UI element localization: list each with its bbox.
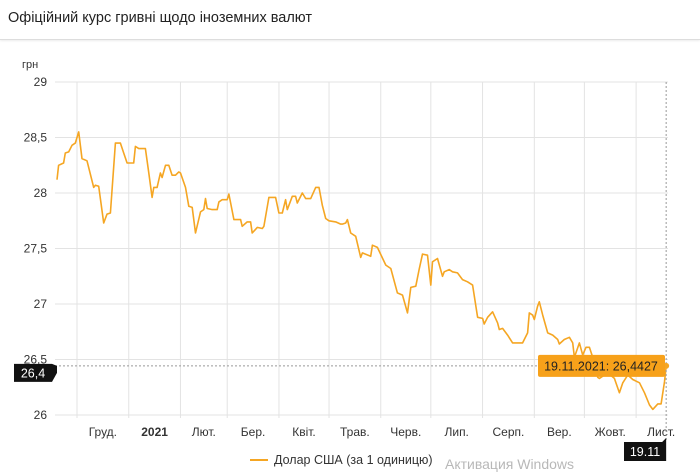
y-tick-label: 27 bbox=[34, 297, 48, 311]
x-tick-label: Трав. bbox=[340, 425, 370, 439]
legend-item-usd[interactable]: Долар США (за 1 одиницю) bbox=[250, 453, 433, 467]
crosshair-y-label: 26,4 bbox=[21, 366, 45, 380]
header: Офіційний курс гривні щодо іноземних вал… bbox=[0, 0, 700, 40]
x-tick-label: 2021 bbox=[141, 425, 168, 439]
x-tick-label: Бер. bbox=[241, 425, 266, 439]
y-tick-label: 29 bbox=[34, 75, 48, 89]
crosshair-x-label-box bbox=[624, 438, 667, 461]
x-tick-label: Груд. bbox=[89, 425, 117, 439]
crosshair-x-label: 19.11 bbox=[630, 445, 660, 459]
x-tick-label: Квіт. bbox=[292, 425, 316, 439]
y-tick-label: 28,5 bbox=[24, 131, 48, 145]
tooltip-box bbox=[538, 354, 665, 377]
crosshair-y-label-box bbox=[14, 363, 57, 382]
series-line-usd bbox=[56, 131, 667, 411]
tooltip-text: 19.11.2021: 26,4427 bbox=[544, 359, 658, 373]
page-title: Офіційний курс гривні щодо іноземних вал… bbox=[8, 10, 313, 26]
x-tick-label: Серп. bbox=[493, 425, 525, 439]
y-axis-unit: грн bbox=[22, 59, 38, 71]
x-tick-label: Лют. bbox=[192, 425, 216, 439]
legend-line-icon bbox=[250, 459, 268, 461]
y-tick-label: 27,5 bbox=[24, 242, 48, 256]
x-tick-label: Жовт. bbox=[595, 425, 626, 439]
y-tick-label: 26,5 bbox=[24, 353, 48, 367]
y-tick-label: 28 bbox=[34, 186, 48, 200]
x-tick-label: Лист. bbox=[647, 425, 675, 439]
legend-label: Долар США (за 1 одиницю) bbox=[274, 453, 433, 467]
x-tick-label: Лип. bbox=[444, 425, 468, 439]
windows-activation-watermark: Активация Windows bbox=[445, 456, 575, 472]
y-tick-label: 26 bbox=[34, 408, 48, 422]
x-tick-label: Черв. bbox=[390, 425, 421, 439]
x-tick-label: Вер. bbox=[547, 425, 572, 439]
